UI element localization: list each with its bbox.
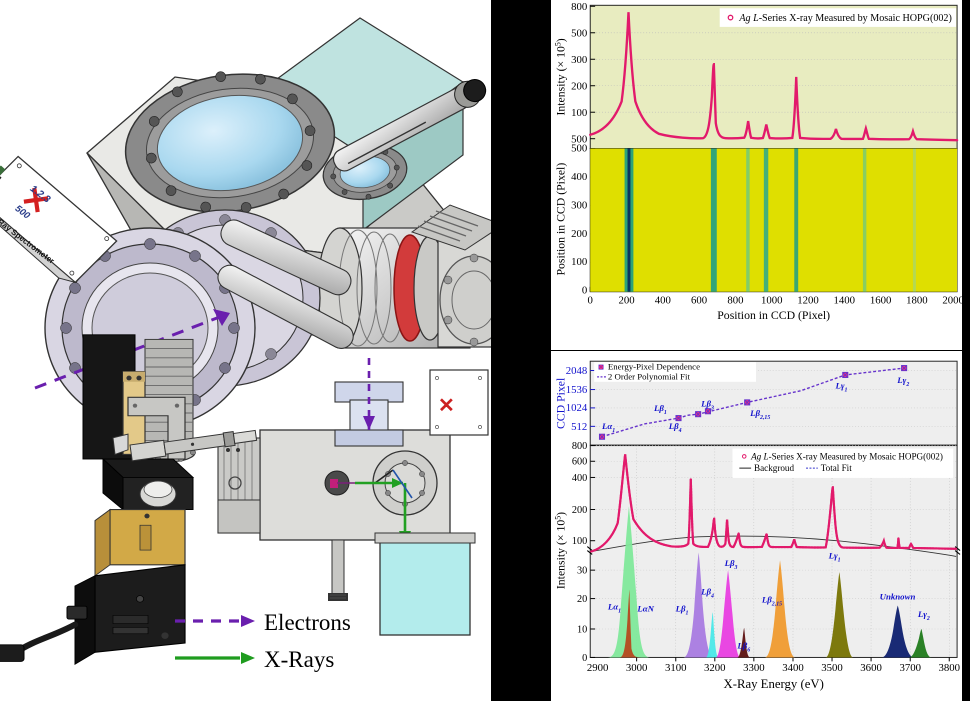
- svg-text:800: 800: [572, 441, 587, 452]
- svg-text:3800: 3800: [938, 662, 960, 674]
- svg-text:3700: 3700: [899, 662, 921, 674]
- svg-text:100: 100: [571, 107, 587, 119]
- svg-text:500: 500: [571, 28, 587, 40]
- svg-text:300: 300: [571, 54, 587, 66]
- svg-text:2048: 2048: [566, 365, 588, 377]
- svg-text:200: 200: [572, 505, 587, 516]
- svg-text:10: 10: [577, 624, 587, 635]
- svg-text:X-Rays: X-Rays: [264, 647, 334, 672]
- svg-text:✕: ✕: [438, 395, 455, 417]
- svg-text:400: 400: [571, 171, 587, 183]
- svg-text:3100: 3100: [665, 662, 687, 674]
- svg-text:600: 600: [572, 457, 587, 468]
- svg-text:400: 400: [655, 294, 671, 306]
- svg-text:1024: 1024: [566, 402, 588, 414]
- svg-text:200: 200: [571, 228, 587, 240]
- svg-text:Electrons: Electrons: [264, 610, 351, 635]
- svg-text:Energy-Pixel Dependence: Energy-Pixel Dependence: [608, 362, 700, 372]
- svg-text:2900: 2900: [587, 662, 609, 674]
- svg-text:1400: 1400: [834, 294, 856, 306]
- svg-text:400: 400: [572, 473, 587, 484]
- svg-text:Position in CCD (Pixel): Position in CCD (Pixel): [555, 163, 568, 276]
- svg-text:20: 20: [577, 594, 587, 605]
- svg-text:Unknown: Unknown: [880, 592, 916, 602]
- svg-text:LαN: LαN: [636, 603, 654, 613]
- svg-text:600: 600: [691, 294, 707, 306]
- svg-text:500: 500: [571, 142, 587, 154]
- svg-text:3200: 3200: [704, 662, 726, 674]
- svg-text:3600: 3600: [860, 662, 882, 674]
- svg-text:Ag L-Series X-ray Measured by: Ag L-Series X-ray Measured by Mosaic HOP…: [750, 451, 943, 461]
- svg-text:800: 800: [727, 294, 743, 306]
- svg-text:800: 800: [571, 1, 587, 13]
- svg-text:2000: 2000: [942, 294, 962, 306]
- svg-text:0: 0: [588, 294, 593, 306]
- svg-text:Total Fit: Total Fit: [821, 463, 852, 473]
- svg-text:CCD Pixel: CCD Pixel: [555, 377, 568, 429]
- svg-text:2 Order Polynomial Fit: 2 Order Polynomial Fit: [608, 371, 691, 381]
- svg-text:3500: 3500: [821, 662, 843, 674]
- svg-text:Ag L-Series X-ray Measured by: Ag L-Series X-ray Measured by Mosaic HOP…: [738, 13, 952, 24]
- svg-text:Intensity (× 105): Intensity (× 105): [553, 38, 568, 115]
- svg-text:200: 200: [618, 294, 634, 306]
- svg-text:30: 30: [577, 566, 587, 577]
- svg-text:300: 300: [571, 199, 587, 211]
- svg-text:Backgroud: Backgroud: [754, 463, 794, 473]
- svg-text:3400: 3400: [782, 662, 804, 674]
- svg-text:1000: 1000: [761, 294, 783, 306]
- svg-text:512: 512: [571, 421, 587, 433]
- svg-text:1200: 1200: [797, 294, 819, 306]
- svg-text:X-Ray Energy (eV): X-Ray Energy (eV): [724, 677, 824, 691]
- svg-text:1536: 1536: [566, 384, 588, 396]
- svg-text:Position in CCD (Pixel): Position in CCD (Pixel): [717, 309, 830, 322]
- svg-text:1800: 1800: [906, 294, 928, 306]
- svg-text:100: 100: [571, 256, 587, 268]
- svg-text:100: 100: [572, 536, 587, 547]
- svg-text:3300: 3300: [743, 662, 765, 674]
- svg-text:0: 0: [582, 285, 587, 297]
- svg-text:1600: 1600: [870, 294, 892, 306]
- svg-text:3000: 3000: [626, 662, 648, 674]
- svg-text:200: 200: [571, 81, 587, 93]
- svg-text:Intensity (× 105): Intensity (× 105): [553, 512, 568, 589]
